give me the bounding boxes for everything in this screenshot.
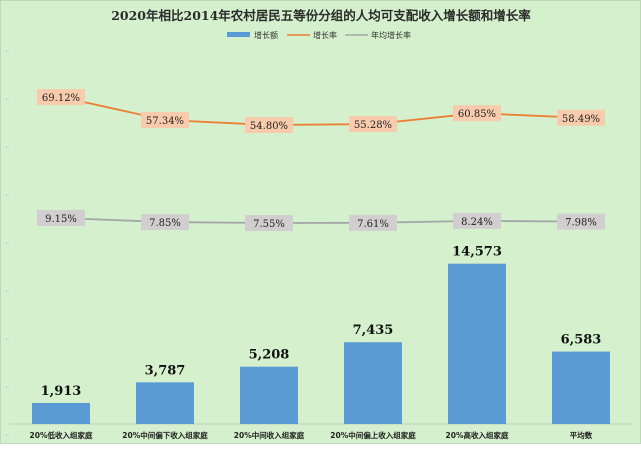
line-label-bg [349, 214, 397, 231]
category-label: 20%中间偏上收入组家庭 [330, 430, 416, 440]
line-label-bg [141, 112, 189, 129]
bar-value-label: 5,208 [249, 348, 290, 363]
line-series [60, 96, 582, 224]
category-label: 20%低收入组家庭 [30, 430, 93, 440]
line-label-bg [37, 89, 85, 105]
series-line [60, 217, 582, 224]
line-label-bg [557, 109, 605, 126]
legend-label-amount: 增长额 [254, 30, 278, 40]
bar [240, 366, 298, 424]
line-label-bg [557, 213, 605, 230]
line-value-label: 60.85% [458, 109, 496, 120]
series-line [60, 96, 582, 126]
bar [552, 351, 610, 424]
line-label-bg [245, 117, 293, 133]
bar [32, 402, 90, 424]
bar-series [32, 263, 610, 424]
legend-label-annual-rate: 年均增长率 [371, 30, 411, 40]
chart-title: 2020年相比2014年农村居民五等份分组的人均可支配收入增长额和增长率 [111, 8, 531, 23]
line-value-label: 7.61% [357, 219, 389, 230]
data-labels: 1,913 3,787 5,208 7,435 14,573 6,583 69.12% 57.… [37, 89, 605, 399]
bar-value-label: 3,787 [145, 363, 186, 378]
line-value-label: 7.85% [149, 218, 181, 229]
legend-label-rate: 增长率 [313, 30, 337, 40]
axis-ticks [6, 50, 633, 436]
line-label-bg [141, 214, 189, 231]
bar-value-label: 7,435 [353, 323, 394, 338]
category-labels: 20%低收入组家庭 20%中间偏下收入组家庭 20%中间收入组家庭 20%中间偏上收入… [30, 430, 593, 440]
line-value-label: 57.34% [146, 116, 184, 127]
bar [448, 263, 506, 424]
line-value-label: 54.80% [250, 121, 288, 132]
line-value-label: 55.28% [354, 120, 392, 131]
category-label: 平均数 [570, 430, 593, 440]
line-label-bg [453, 105, 501, 122]
line-value-label: 9.15% [45, 214, 77, 225]
line-value-label: 8.24% [461, 217, 493, 228]
line-value-label: 58.49% [562, 114, 600, 125]
bar-value-label: 6,583 [561, 333, 602, 348]
line-label-bg [453, 212, 501, 229]
category-label: 20%中间收入组家庭 [234, 430, 305, 440]
bar [344, 342, 402, 424]
line-value-label: 7.55% [253, 219, 285, 230]
category-label: 20%高收入组家庭 [446, 430, 509, 440]
line-value-label: 7.98% [565, 218, 597, 229]
bar-value-label: 1,913 [41, 384, 82, 399]
category-label: 20%中间偏下收入组家庭 [122, 430, 208, 440]
bar-value-label: 14,573 [452, 245, 502, 260]
legend: 增长额 增长率 年均增长率 [227, 30, 411, 40]
line-label-bg [37, 210, 85, 226]
bar [136, 382, 194, 424]
legend-swatch-amount [227, 32, 250, 37]
line-label-bg [245, 215, 293, 231]
line-value-label: 69.12% [42, 93, 80, 104]
line-label-bg [349, 116, 397, 133]
